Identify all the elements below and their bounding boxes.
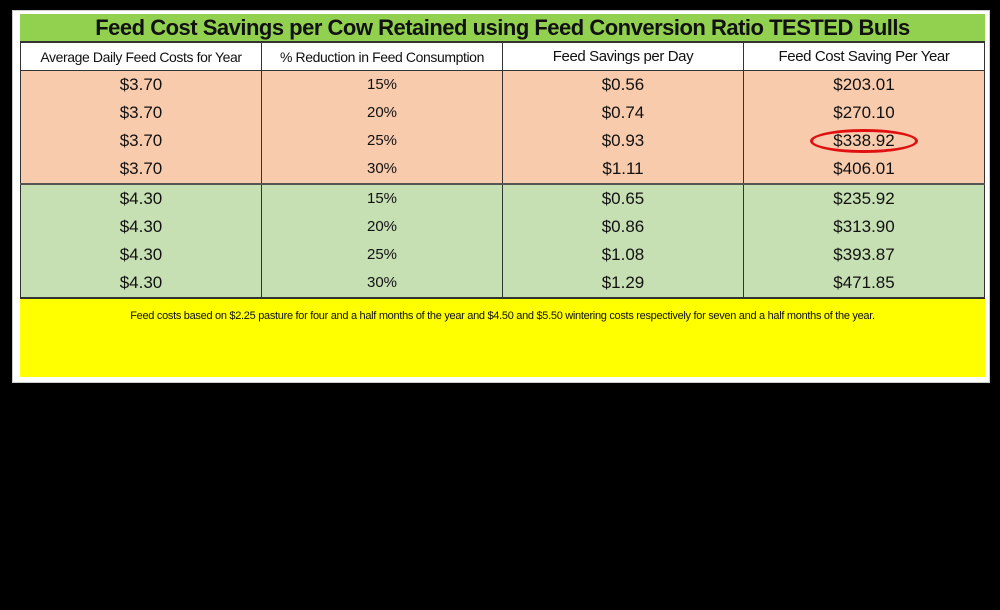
header-savings-year: Feed Cost Saving Per Year <box>743 43 985 71</box>
savings-day-cell: $0.65 <box>502 183 744 213</box>
savings-day-cell: $0.86 <box>502 213 744 241</box>
cell-value: $270.10 <box>833 103 895 122</box>
daily-cost-cell: $4.30 <box>20 269 262 297</box>
savings-day-cell: $0.56 <box>502 70 744 99</box>
table-title: Feed Cost Savings per Cow Retained using… <box>20 14 985 43</box>
cell-value: $1.08 <box>601 245 645 264</box>
footnote-text: Feed costs based on $2.25 pasture for fo… <box>130 310 875 322</box>
feed-savings-table: Average Daily Feed Costs for Year % Redu… <box>20 43 985 297</box>
daily-cost-cell: $3.70 <box>20 127 262 155</box>
daily-cost-cell: $3.70 <box>20 99 262 127</box>
table-row: $3.70 20% $0.74 $270.10 <box>20 99 985 127</box>
savings-year-cell: $270.10 <box>743 99 985 127</box>
cell-value: $3.70 <box>119 75 163 94</box>
reduction-cell: 25% <box>261 241 503 269</box>
cell-value: 30% <box>366 160 398 177</box>
savings-day-cell: $1.08 <box>502 241 744 269</box>
cell-value: $0.86 <box>601 217 645 236</box>
cell-value: $3.70 <box>119 131 163 150</box>
cell-value: $4.30 <box>119 273 163 292</box>
highlight-circle: $338.92 <box>810 129 918 153</box>
reduction-cell: 15% <box>261 183 503 213</box>
cell-value: $203.01 <box>833 75 895 94</box>
slide-frame: Feed Cost Savings per Cow Retained using… <box>12 10 990 383</box>
reduction-cell: 20% <box>261 99 503 127</box>
cell-value: $3.70 <box>119 103 163 122</box>
savings-year-cell: $313.90 <box>743 213 985 241</box>
table-row: $4.30 20% $0.86 $313.90 <box>20 213 985 241</box>
cell-value: $0.93 <box>601 131 645 150</box>
cell-value: $0.65 <box>601 189 645 208</box>
savings-year-cell: $338.92 <box>743 127 985 155</box>
cell-value: $4.30 <box>119 189 163 208</box>
savings-year-cell: $393.87 <box>743 241 985 269</box>
reduction-cell: 15% <box>261 70 503 99</box>
cell-value: 15% <box>366 190 398 207</box>
cell-value: $0.56 <box>601 75 645 94</box>
savings-day-cell: $0.93 <box>502 127 744 155</box>
cell-value: $235.92 <box>833 189 895 208</box>
savings-year-cell: $471.85 <box>743 269 985 297</box>
savings-year-cell: $406.01 <box>743 155 985 184</box>
header-reduction: % Reduction in Feed Consumption <box>261 43 503 71</box>
header-savings-day: Feed Savings per Day <box>502 43 744 71</box>
cell-value: 20% <box>366 218 398 235</box>
daily-cost-cell: $3.70 <box>20 70 262 99</box>
cell-value: 25% <box>366 132 398 149</box>
footnote: Feed costs based on $2.25 pasture for fo… <box>20 297 985 377</box>
table-body: $3.70 15% $0.56 $203.01 $3.70 20% $0.74 $270.10… <box>20 70 985 297</box>
cell-value: $0.74 <box>601 103 645 122</box>
table-row: $3.70 30% $1.11 $406.01 <box>20 155 985 184</box>
table-row: $3.70 25% $0.93 $338.92 <box>20 127 985 155</box>
cell-value: 15% <box>366 76 398 93</box>
cell-value: $471.85 <box>833 273 895 292</box>
savings-year-cell: $203.01 <box>743 70 985 99</box>
cell-value: $406.01 <box>833 159 895 178</box>
cell-value: $313.90 <box>833 217 895 236</box>
cell-value: 25% <box>366 246 398 263</box>
reduction-cell: 25% <box>261 127 503 155</box>
cell-value: 30% <box>366 274 398 291</box>
cell-value: $4.30 <box>119 245 163 264</box>
cell-value: $1.11 <box>602 159 644 178</box>
savings-year-cell: $235.92 <box>743 183 985 213</box>
cell-value: $3.70 <box>119 159 163 178</box>
table-row: $4.30 30% $1.29 $471.85 <box>20 269 985 297</box>
daily-cost-cell: $4.30 <box>20 213 262 241</box>
savings-day-cell: $0.74 <box>502 99 744 127</box>
table-row: $4.30 15% $0.65 $235.92 <box>20 183 985 213</box>
daily-cost-cell: $3.70 <box>20 155 262 184</box>
header-daily-cost: Average Daily Feed Costs for Year <box>20 43 262 71</box>
cell-value: $393.87 <box>833 245 895 264</box>
daily-cost-cell: $4.30 <box>20 183 262 213</box>
reduction-cell: 30% <box>261 269 503 297</box>
reduction-cell: 20% <box>261 213 503 241</box>
cell-value: 20% <box>366 104 398 121</box>
savings-day-cell: $1.11 <box>502 155 744 184</box>
savings-day-cell: $1.29 <box>502 269 744 297</box>
header-row: Average Daily Feed Costs for Year % Redu… <box>20 43 985 71</box>
cell-value: $1.29 <box>601 273 645 292</box>
table-row: $3.70 15% $0.56 $203.01 <box>20 70 985 99</box>
cell-value: $4.30 <box>119 217 163 236</box>
table-row: $4.30 25% $1.08 $393.87 <box>20 241 985 269</box>
daily-cost-cell: $4.30 <box>20 241 262 269</box>
reduction-cell: 30% <box>261 155 503 184</box>
